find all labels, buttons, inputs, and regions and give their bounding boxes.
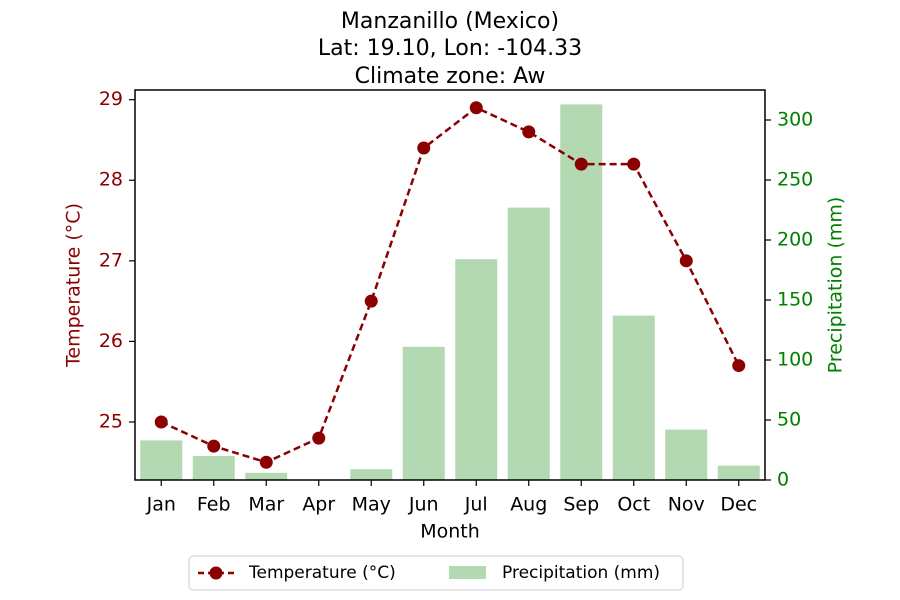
- legend: Temperature (°C) Precipitation (mm): [188, 555, 684, 591]
- precipitation-bar-feb: [192, 456, 235, 480]
- title-line-1: Manzanillo (Mexico): [341, 9, 559, 34]
- chart-title: Manzanillo (Mexico) Lat: 19.10, Lon: -10…: [318, 9, 582, 89]
- right-y-axis: 0 50 100 150 200 250 300: [765, 109, 813, 491]
- legend-box: [188, 555, 684, 591]
- x-tick-label: Dec: [720, 494, 757, 516]
- temperature-point-oct: [627, 157, 641, 171]
- title-line-2: Lat: 19.10, Lon: -104.33: [318, 36, 582, 61]
- x-tick-label: Jul: [464, 494, 488, 516]
- temperature-line: [154, 101, 746, 469]
- legend-temperature-label: Temperature (°C): [248, 563, 396, 583]
- x-tick-label: Nov: [668, 494, 705, 516]
- right-y-tick-label: 250: [777, 169, 813, 191]
- x-tick-label: Sep: [563, 494, 599, 516]
- temperature-point-jul: [469, 101, 483, 115]
- x-tick-label: Feb: [197, 494, 231, 516]
- right-y-tick-label: 150: [777, 289, 813, 311]
- x-tick-label: Apr: [302, 494, 335, 516]
- x-tick-label: Mar: [248, 494, 284, 516]
- left-y-axis: 25 26 27 28 29: [99, 88, 135, 432]
- title-line-3: Climate zone: Aw: [355, 64, 546, 89]
- legend-precipitation-swatch: [449, 566, 486, 579]
- temperature-point-nov: [679, 254, 693, 268]
- precipitation-bar-nov: [665, 429, 708, 480]
- temperature-point-apr: [312, 431, 326, 445]
- precipitation-bar-jun: [402, 346, 445, 480]
- precipitation-bar-may: [350, 469, 393, 480]
- x-axis-label: Month: [420, 521, 480, 543]
- precipitation-bar-dec: [717, 465, 760, 480]
- precipitation-bar-jan: [140, 440, 183, 480]
- temperature-point-aug: [522, 125, 536, 139]
- right-y-tick-label: 300: [777, 109, 813, 131]
- x-axis: Jan Feb Mar Apr May Jun Jul Aug Sep Oct Nov Dec: [146, 480, 757, 516]
- right-y-tick-label: 0: [777, 469, 789, 491]
- left-y-axis-label: Temperature (°C): [63, 203, 85, 368]
- temperature-point-jan: [154, 415, 168, 429]
- x-tick-label: May: [352, 494, 391, 516]
- x-tick-label: Oct: [617, 494, 650, 516]
- right-y-tick-label: 200: [777, 229, 813, 251]
- x-tick-label: Jun: [408, 494, 439, 516]
- temperature-series-line: [160, 106, 740, 464]
- x-tick-label: Aug: [510, 494, 547, 516]
- temperature-point-dec: [732, 359, 746, 373]
- temperature-point-jun: [417, 141, 431, 155]
- right-y-tick-label: 100: [777, 349, 813, 371]
- left-y-tick-label: 25: [99, 410, 123, 432]
- precipitation-bar-oct: [612, 315, 655, 480]
- left-y-tick-label: 27: [99, 249, 123, 271]
- right-y-tick-label: 50: [777, 409, 801, 431]
- precipitation-bar-aug: [507, 207, 550, 480]
- left-y-tick-label: 28: [99, 169, 123, 191]
- left-y-tick-label: 29: [99, 88, 123, 110]
- precipitation-bar-mar: [245, 472, 288, 480]
- temperature-point-may: [364, 294, 378, 308]
- precipitation-bars: [140, 104, 760, 481]
- x-tick-label: Jan: [146, 494, 176, 516]
- plot-frame: [134, 89, 766, 481]
- precipitation-bar-jul: [455, 259, 498, 480]
- legend-temperature-marker: [209, 566, 223, 580]
- temperature-point-feb: [207, 439, 221, 453]
- temperature-point-mar: [259, 455, 273, 469]
- right-y-axis-label: Precipitation (mm): [825, 197, 847, 374]
- left-y-tick-label: 26: [99, 330, 123, 352]
- temperature-point-sep: [574, 157, 588, 171]
- legend-precipitation-label: Precipitation (mm): [502, 563, 660, 583]
